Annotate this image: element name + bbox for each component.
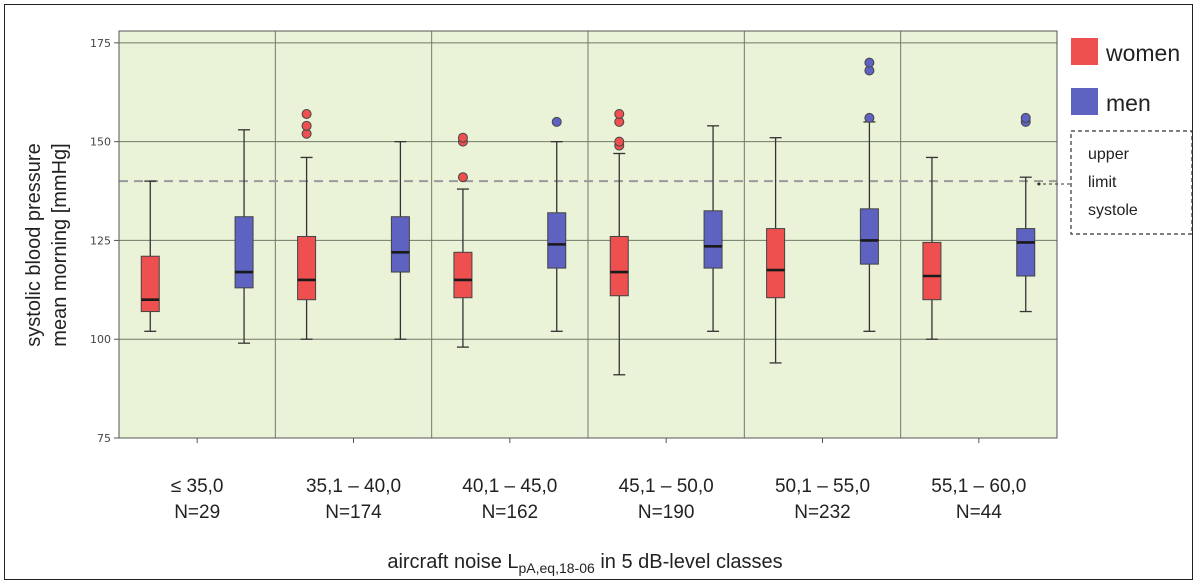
x-category-n: N=190 xyxy=(638,502,695,523)
outlier-point xyxy=(864,57,875,68)
x-category-label: 50,1 – 55,0 xyxy=(775,476,870,497)
y-axis-ticks: 75 100 125 150 175 xyxy=(90,37,119,445)
grid xyxy=(119,31,1057,438)
women-box xyxy=(609,108,629,376)
box-iqr xyxy=(922,241,942,301)
legend-swatch-men xyxy=(1071,88,1098,115)
x-category-label: 45,1 – 50,0 xyxy=(619,476,714,497)
reference-note-line1: upper xyxy=(1088,146,1130,163)
outlier-point xyxy=(1020,112,1031,123)
box-iqr xyxy=(609,235,629,297)
x-axis-categories: ≤ 35,0 N=29 35,1 – 40,0 N=174 40,1 – 45,0 N=1… xyxy=(171,438,1026,523)
men-box xyxy=(703,125,723,332)
men-box xyxy=(1016,112,1036,313)
x-category-n: N=162 xyxy=(482,502,539,523)
men-box xyxy=(390,140,410,340)
figure-frame xyxy=(4,4,1193,580)
box-iqr xyxy=(766,228,786,299)
plot-border xyxy=(118,30,1058,439)
box-iqr xyxy=(234,216,254,289)
women-box xyxy=(453,132,473,348)
box-iqr xyxy=(547,212,567,269)
legend-label-women: women xyxy=(1105,40,1180,66)
women-box xyxy=(766,137,786,364)
y-tick-label: 125 xyxy=(90,234,111,247)
outlier-point xyxy=(301,108,312,119)
box-iqr xyxy=(859,208,879,265)
legend-swatch-women xyxy=(1071,38,1098,65)
outlier-point xyxy=(457,132,468,143)
x-category-label: 35,1 – 40,0 xyxy=(306,476,401,497)
box-iqr xyxy=(390,216,410,273)
outlier-point xyxy=(614,136,625,147)
reference-note-line2: limit xyxy=(1088,174,1117,191)
x-axis-label: aircraft noise LpA,eq,18-06 in 5 dB-leve… xyxy=(387,551,782,576)
legend-label-men: men xyxy=(1106,90,1151,116)
y-tick-label: 150 xyxy=(90,136,111,149)
box-iqr xyxy=(297,235,317,301)
x-category-label: 55,1 – 60,0 xyxy=(931,476,1026,497)
x-category-n: N=29 xyxy=(174,502,220,523)
men-box xyxy=(859,57,879,332)
y-tick-label: 100 xyxy=(90,333,111,346)
women-box xyxy=(297,108,317,340)
y-tick-label: 175 xyxy=(90,37,111,50)
x-category-n: N=44 xyxy=(956,502,1002,523)
x-category-label: 40,1 – 45,0 xyxy=(462,476,557,497)
outlier-point xyxy=(457,172,468,183)
women-box xyxy=(140,180,160,332)
reference-note-line3: systole xyxy=(1088,202,1138,219)
y-axis-label-line2: mean morning [mmHg] xyxy=(49,143,71,346)
box-iqr xyxy=(140,255,160,313)
outlier-point xyxy=(614,108,625,119)
men-box xyxy=(234,129,254,344)
outlier-point xyxy=(864,112,875,123)
boxes xyxy=(140,57,1036,376)
reference-note: upper limit systole xyxy=(1037,130,1193,235)
outlier-point xyxy=(301,120,312,131)
y-tick-label: 75 xyxy=(97,432,111,445)
box-iqr xyxy=(1016,228,1036,277)
women-box xyxy=(922,156,942,340)
men-box xyxy=(547,116,567,332)
outlier-point xyxy=(551,116,562,127)
box-iqr xyxy=(703,210,723,269)
x-category-label: ≤ 35,0 xyxy=(171,476,224,497)
legend: women men xyxy=(1071,38,1180,116)
x-category-n: N=232 xyxy=(794,502,851,523)
x-category-n: N=174 xyxy=(325,502,382,523)
y-axis-label-line1: systolic blood pressure xyxy=(23,143,45,346)
box-iqr xyxy=(453,251,473,299)
